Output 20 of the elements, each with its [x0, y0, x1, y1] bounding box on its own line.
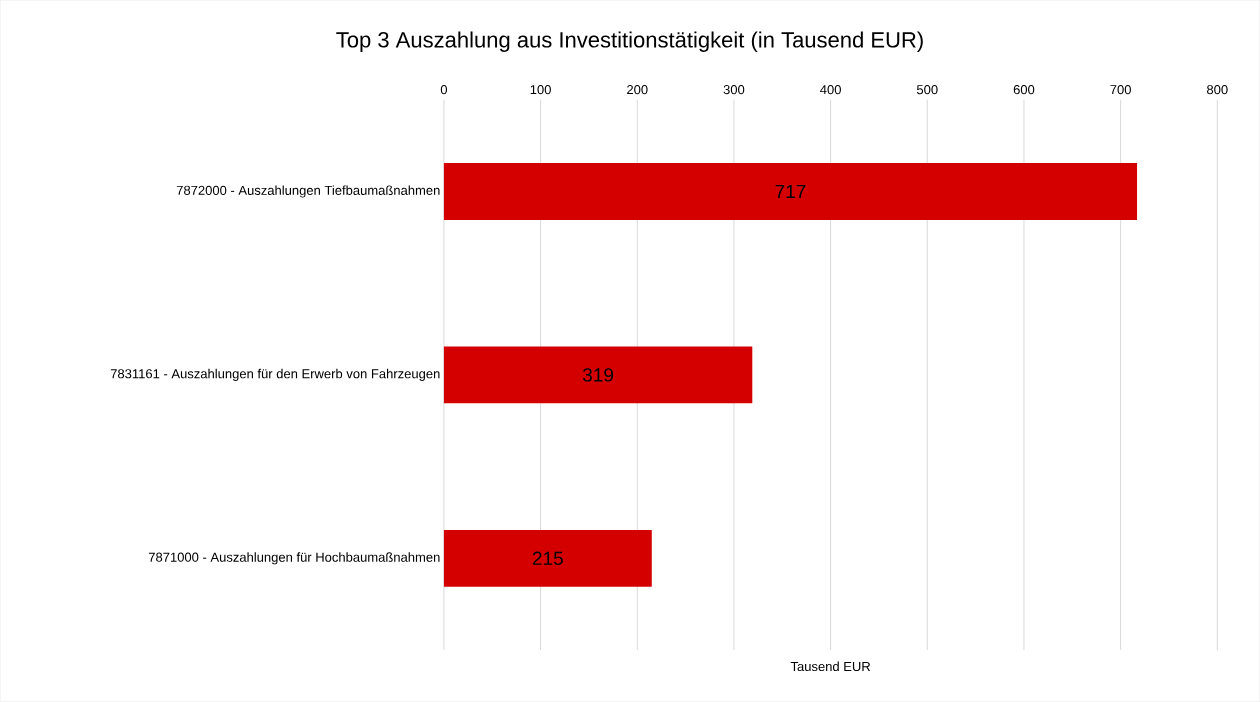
data-label: 215 [532, 551, 563, 566]
bar [443, 163, 1138, 221]
y-tick-label: 7871000 - Auszahlungen für Hochbaumaßnahmen [148, 552, 440, 565]
data-label: 717 [775, 185, 806, 199]
chart-title: Top 3 Auszahlung aus Investitionstätigkeit (in Tausend EUR) [336, 31, 923, 53]
x-tick-label: 700 [1110, 85, 1131, 95]
x-tick-label: 800 [1207, 85, 1228, 95]
x-tick-label: 0 [440, 85, 448, 95]
data-label: 319 [582, 368, 614, 382]
y-tick-label: 7872000 - Auszahlungen Tiefbaumaßnahmen [176, 185, 440, 198]
x-tick-label: 100 [530, 85, 551, 95]
x-tick-label: 200 [627, 85, 648, 95]
x-tick-label: 600 [1013, 85, 1035, 95]
x-tick-label: 500 [916, 85, 938, 95]
x-axis-title: Tausend EUR [790, 661, 871, 672]
x-tick-label: 400 [820, 85, 841, 95]
y-tick-label: 7831161 - Auszahlungen für den Erwerb von Fahrzeugen [110, 368, 440, 382]
bar [443, 346, 753, 404]
x-tick-label: 300 [723, 85, 745, 95]
bar [443, 530, 652, 587]
